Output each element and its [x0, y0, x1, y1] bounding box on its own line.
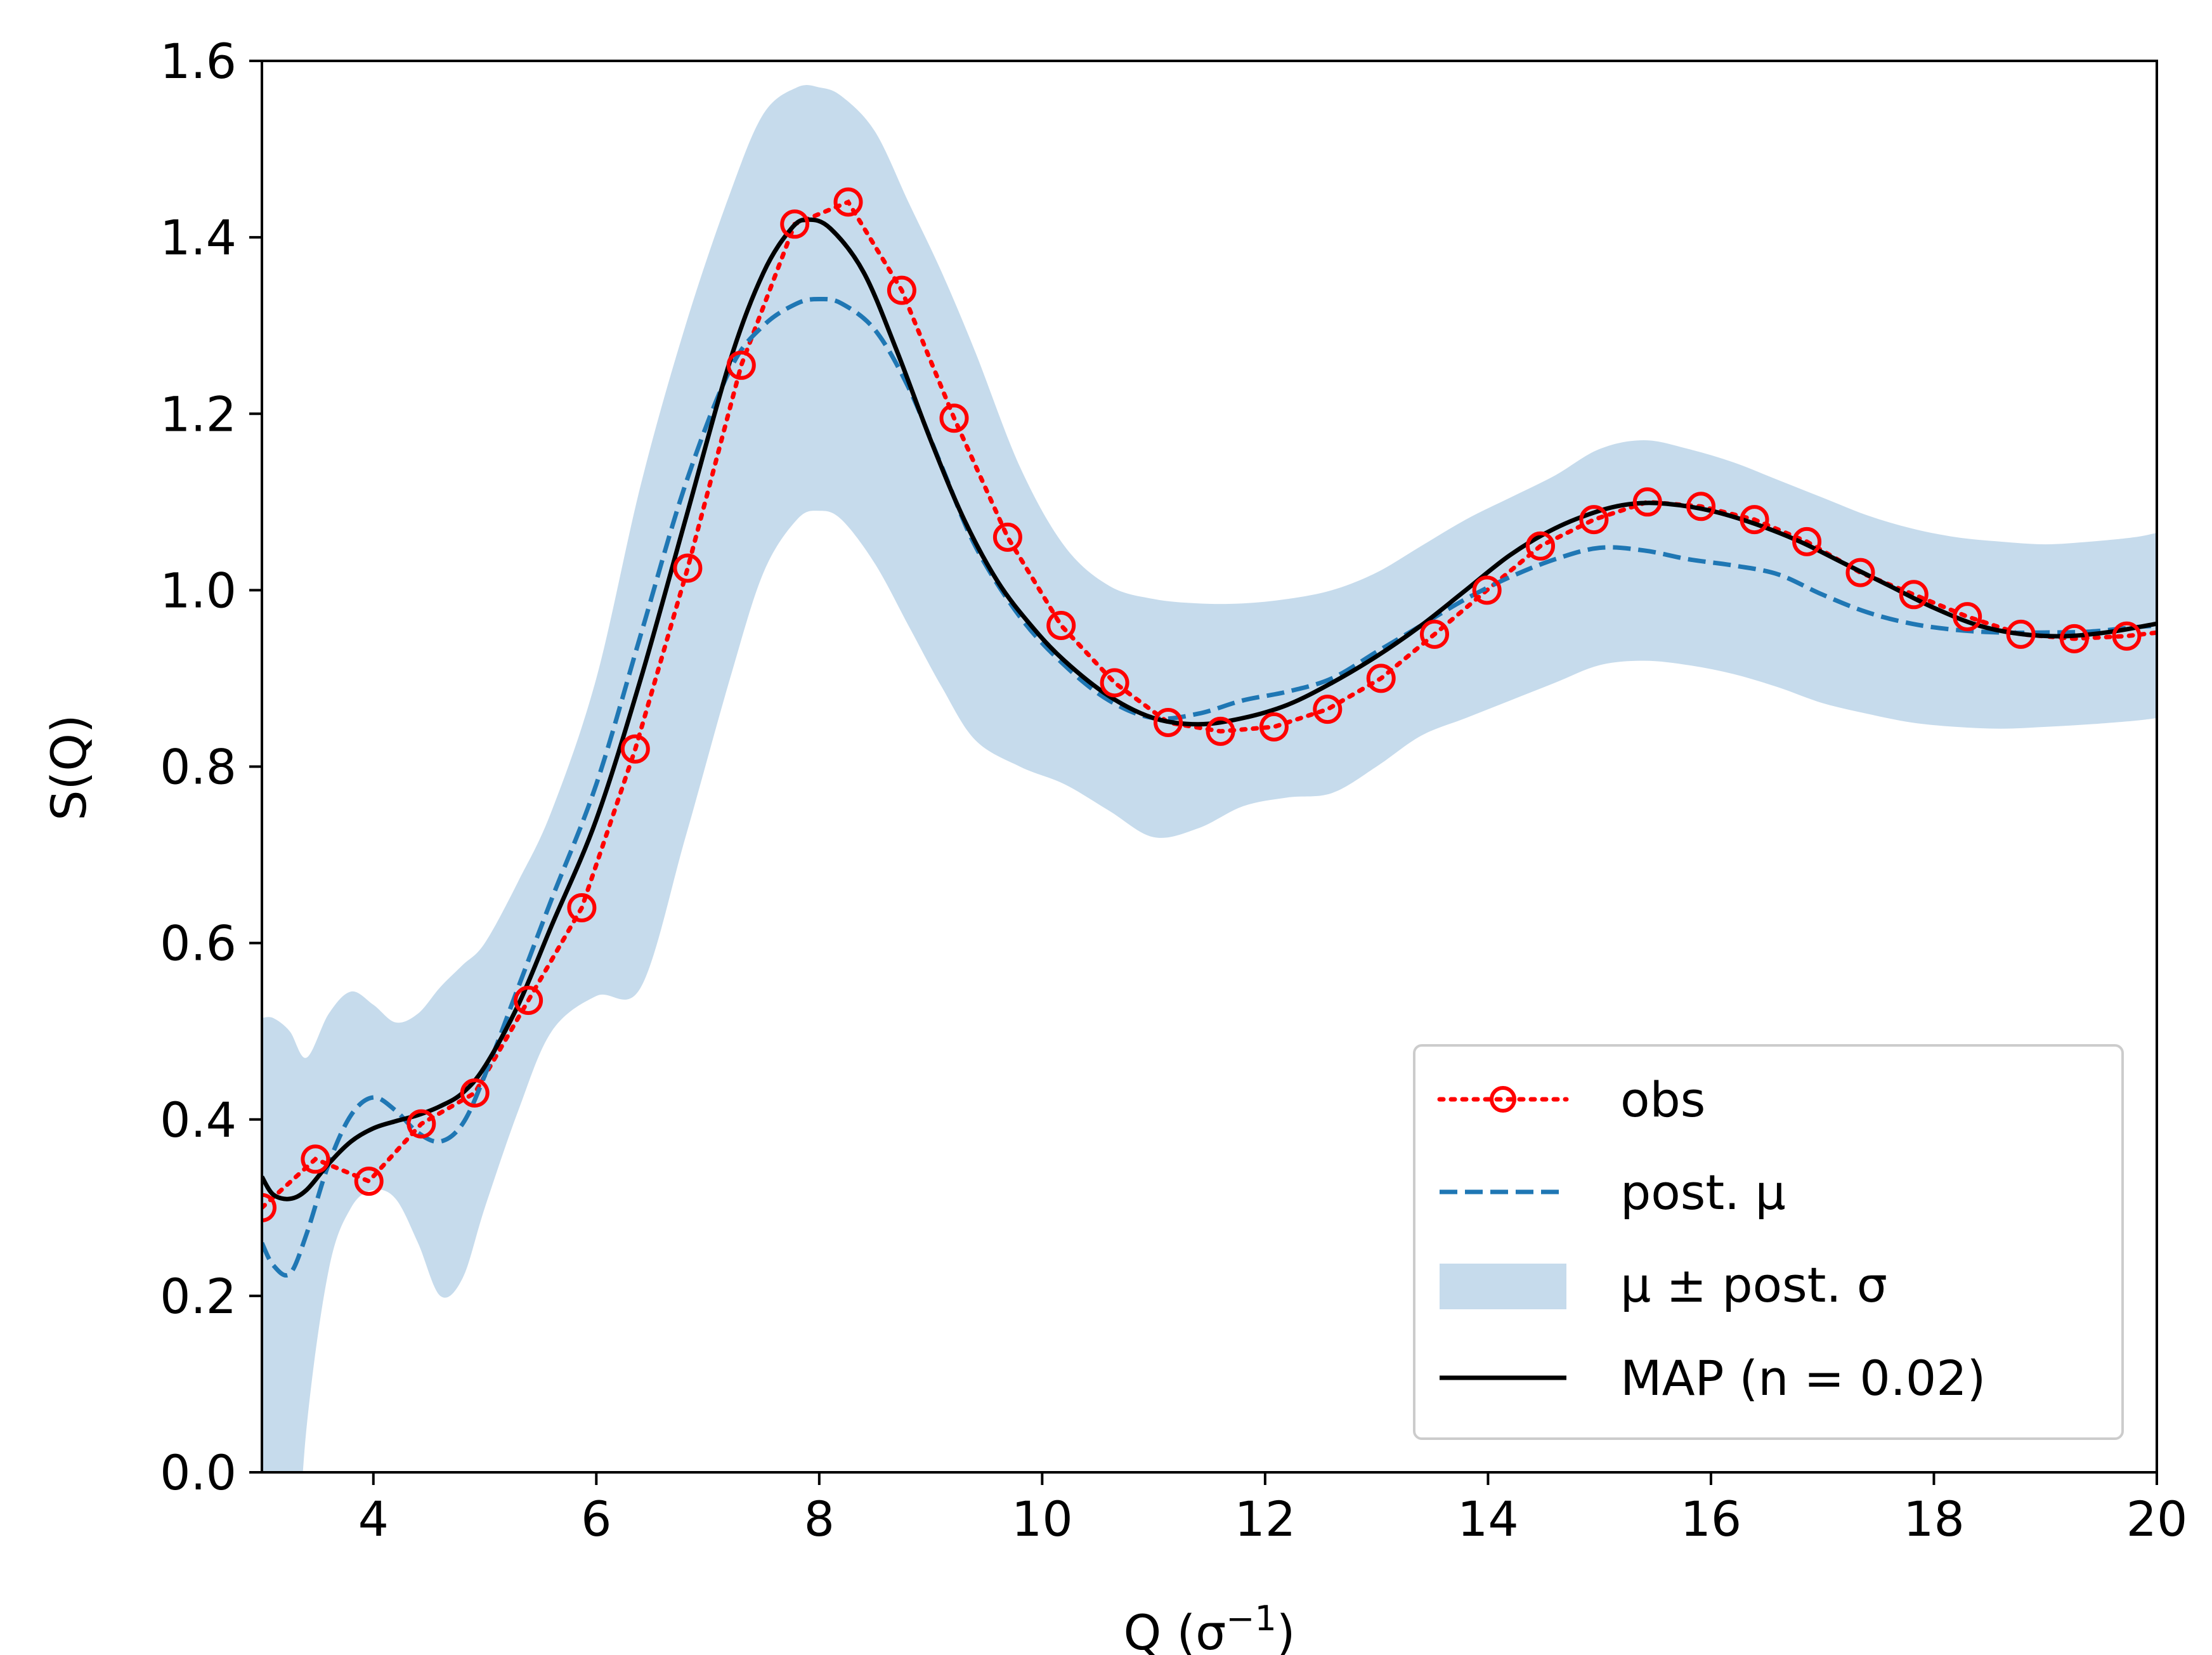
obs-point: [567, 893, 597, 922]
obs-point: [939, 403, 969, 433]
obs-point: [1313, 695, 1343, 724]
y-axis: 0.0 0.2 0.4 0.6 0.8 1.0 1.2 1.4 1.6: [160, 33, 262, 1501]
obs-point: [1366, 664, 1396, 693]
obs-point: [833, 187, 863, 217]
x-tick-label: 10: [1012, 1491, 1073, 1547]
obs-point: [1899, 580, 1929, 610]
legend-obs-marker: [1490, 1086, 1516, 1113]
obs-point: [1526, 531, 1555, 561]
obs-point: [1845, 558, 1875, 587]
obs-point: [1046, 611, 1076, 640]
y-tick-label: 1.4: [160, 209, 237, 266]
obs-point: [514, 986, 543, 1015]
y-axis-title: S(Q): [41, 714, 97, 820]
obs-point: [1472, 575, 1502, 605]
y-tick-label: 0.0: [160, 1444, 237, 1501]
x-axis-title-superscript: −1: [1226, 1599, 1277, 1639]
obs-point: [2112, 621, 2142, 651]
obs-point: [460, 1078, 490, 1108]
obs-point: [1259, 712, 1289, 742]
obs-point: [1792, 527, 1822, 556]
band-mu-pm-sigma: [262, 85, 2157, 1472]
obs-point: [1579, 505, 1609, 535]
y-tick-label: 0.8: [160, 739, 237, 795]
obs-point: [354, 1167, 384, 1196]
legend-band-swatch: [1440, 1264, 1566, 1309]
x-tick-label: 20: [2126, 1491, 2188, 1547]
x-axis-title-main: Q (σ: [1123, 1604, 1226, 1655]
x-tick-label: 18: [1903, 1491, 1965, 1547]
obs-point: [407, 1109, 436, 1139]
legend-label-post-mu: post. μ: [1620, 1164, 1786, 1220]
y-tick-label: 1.2: [160, 386, 237, 442]
y-tick-label: 0.2: [160, 1268, 237, 1325]
obs-point: [1154, 708, 1183, 737]
obs-point: [1206, 716, 1235, 746]
x-axis: 4 6 8 10 12 14 16 18 20: [358, 1472, 2188, 1547]
obs-point: [1420, 619, 1449, 649]
obs-point: [887, 275, 916, 305]
obs-point: [1686, 492, 1716, 521]
x-tick-label: 6: [581, 1491, 611, 1547]
obs-point: [1100, 668, 1129, 698]
obs-point: [1632, 487, 1662, 517]
obs-point: [726, 350, 756, 380]
obs-point: [992, 522, 1022, 552]
y-tick-label: 1.0: [160, 562, 237, 618]
obs-point: [780, 209, 810, 239]
y-tick-label: 1.6: [160, 33, 237, 89]
x-tick-label: 16: [1681, 1491, 1742, 1547]
obs-point: [2059, 624, 2089, 653]
y-tick-label: 0.4: [160, 1092, 237, 1148]
obs-point: [673, 553, 703, 583]
obs-point: [262, 1193, 276, 1222]
y-tick-label: 0.6: [160, 915, 237, 972]
x-axis-title-close: ): [1277, 1604, 1296, 1655]
legend-label-band: μ ± post. σ: [1620, 1257, 1887, 1313]
obs-point: [620, 734, 650, 764]
obs-point: [301, 1144, 330, 1174]
x-tick-label: 12: [1235, 1491, 1296, 1547]
legend: obs post. μ μ ± post. σ MAP (n = 0.02): [1413, 1044, 2124, 1440]
obs-point: [1740, 505, 1769, 535]
obs-point: [2168, 617, 2193, 643]
series-post-mu-line: [262, 296, 2157, 1278]
x-tick-label: 8: [804, 1491, 835, 1547]
x-tick-label: 14: [1457, 1491, 1519, 1547]
legend-label-map: MAP (n = 0.02): [1620, 1350, 1986, 1406]
obs-point: [2006, 619, 2036, 649]
obs-point: [1953, 602, 1982, 632]
legend-label-obs: obs: [1620, 1071, 1705, 1128]
series-map-line: [262, 217, 2157, 1201]
x-tick-label: 4: [358, 1491, 389, 1547]
legend-frame: [1413, 1044, 2124, 1440]
plot-area: [262, 85, 2193, 1472]
x-axis-title: Q (σ−1): [1123, 1599, 1295, 1655]
